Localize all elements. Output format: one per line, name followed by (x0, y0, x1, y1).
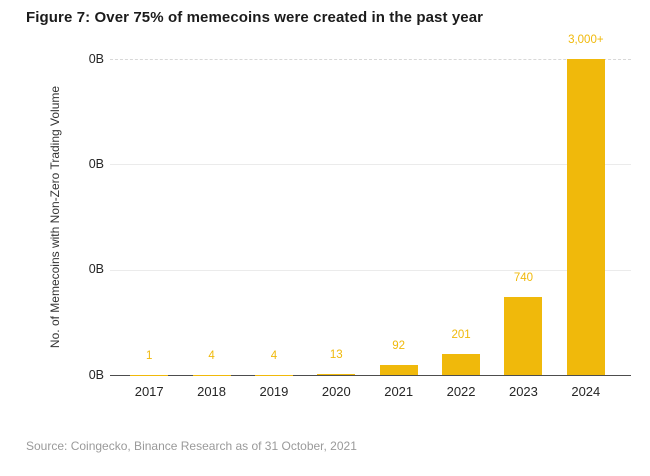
y-tick-label-1: 0B (88, 262, 104, 276)
bar-value-2024: 3,000+ (568, 34, 604, 46)
y-axis-title: No. of Memecoins with Non-Zero Trading V… (48, 85, 62, 349)
bar-2022 (442, 353, 481, 375)
source-note: Source: Coingecko, Binance Research as o… (26, 439, 357, 453)
bar-value-2018: 4 (208, 349, 215, 362)
gridline-top (110, 59, 631, 60)
bar-group-2024: 3,000+ 2024 (555, 34, 617, 399)
bar-group-2018: 4 2018 (180, 59, 242, 399)
plot-area: 1 2017 4 2018 4 2019 13 2020 92 2021 201 2022 740 202… (110, 34, 631, 399)
bar-series: 1 2017 4 2018 4 2019 13 2020 92 2021 201 2022 740 202… (118, 34, 617, 399)
x-label-2021: 2021 (384, 384, 414, 399)
bar-value-2022: 201 (451, 328, 471, 341)
bar-value-2023: 740 (513, 272, 534, 285)
bar-group-2020: 13 2020 (305, 59, 367, 399)
bar-group-2021: 92 2021 (368, 59, 430, 399)
bar-2024 (566, 59, 605, 375)
y-tick-label-0: 0B (88, 368, 104, 382)
bar-group-2017: 1 2017 (118, 59, 180, 399)
bar-2023 (504, 297, 543, 375)
figure-title: Figure 7: Over 75% of memecoins were cre… (26, 9, 484, 26)
x-label-2018: 2018 (197, 384, 227, 399)
bar-group-2023: 740 2023 (492, 59, 554, 399)
gridline-mid-lower (110, 270, 631, 271)
bar-value-2020: 13 (329, 348, 343, 361)
bar-group-2022: 201 2022 (430, 59, 492, 399)
bar-value-2021: 92 (392, 340, 406, 353)
bar-value-2019: 4 (270, 349, 278, 362)
bar-2020 (317, 373, 356, 375)
y-tick-label-2: 0B (88, 157, 104, 171)
x-label-2024: 2024 (571, 384, 601, 399)
x-label-2019: 2019 (259, 384, 289, 399)
x-label-2020: 2020 (321, 384, 351, 399)
x-label-2023: 2023 (508, 384, 538, 399)
bar-2021 (379, 365, 418, 375)
bar-value-2017: 1 (145, 349, 153, 362)
gridline-mid-upper (110, 164, 631, 165)
y-tick-label-3: 0B (88, 52, 104, 66)
y-axis-title-box: No. of Memecoins with Non-Zero Trading V… (40, 59, 70, 375)
bar-group-2019: 4 2019 (243, 59, 305, 399)
x-label-2022: 2022 (446, 384, 476, 399)
x-label-2017: 2017 (134, 384, 164, 399)
